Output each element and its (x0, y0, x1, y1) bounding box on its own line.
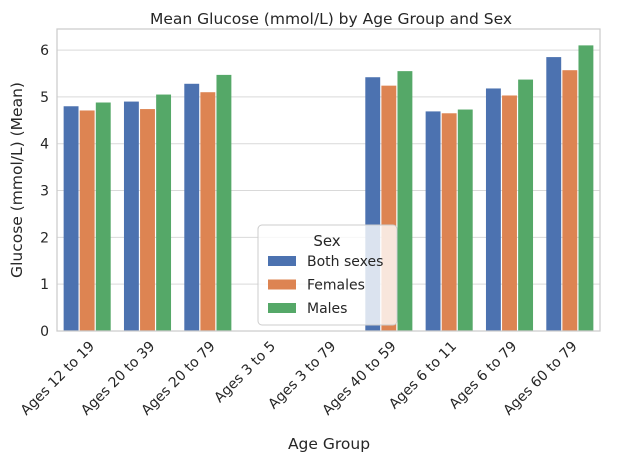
legend-label: Males (307, 301, 347, 317)
x-axis-label: Age Group (288, 435, 370, 453)
y-tick-label: 4 (40, 137, 49, 153)
y-axis-label: Glucose (mmol/L) (Mean) (8, 82, 26, 278)
bar (485, 88, 501, 331)
bar (123, 101, 139, 332)
bar (518, 79, 534, 331)
legend-label: Females (307, 278, 365, 294)
bar (63, 106, 79, 331)
legend: Sex Both sexes Females Males (257, 224, 398, 326)
bar (156, 94, 172, 331)
plot-frame (56, 28, 601, 332)
bar (546, 57, 562, 332)
legend-label: Both sexes (307, 254, 383, 270)
bar (425, 111, 441, 331)
y-tick-label: 6 (40, 43, 49, 59)
legend-swatch (268, 279, 296, 290)
bar (79, 110, 95, 332)
bar (200, 92, 216, 331)
bar (140, 109, 155, 331)
bar (562, 70, 578, 332)
bar (216, 74, 232, 332)
chart-title: Mean Glucose (mmol/L) by Age Group and S… (150, 10, 512, 28)
y-tick-label: 5 (40, 90, 49, 106)
legend-box (257, 224, 398, 326)
legend-swatch (268, 303, 296, 313)
bar (502, 95, 517, 332)
y-tick-label: 1 (40, 277, 49, 293)
y-tick-label: 2 (40, 230, 49, 246)
bar (578, 45, 594, 331)
y-ticks: 0 1 2 3 4 5 6 (40, 43, 49, 340)
x-tick-label: Ages 3 to 5 (211, 339, 279, 407)
bar (397, 71, 413, 332)
bar (184, 83, 200, 331)
legend-title: Sex (313, 232, 340, 250)
y-tick-label: 3 (40, 184, 49, 200)
legend-swatch (268, 256, 296, 266)
legend-items: Both sexes Females Males (268, 254, 383, 317)
bar (457, 109, 473, 332)
bar (95, 102, 111, 332)
y-tick-label: 0 (40, 324, 49, 340)
bar (441, 113, 457, 331)
